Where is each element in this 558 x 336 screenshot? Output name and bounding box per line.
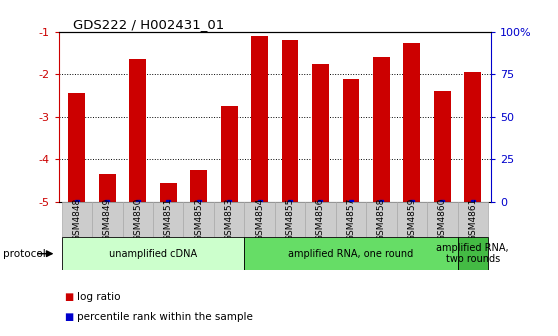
Bar [251,36,268,202]
Bar [184,202,214,237]
Bar [221,106,238,202]
Bar [336,202,366,237]
Text: log ratio: log ratio [77,292,121,302]
Bar [366,202,397,237]
Text: GDS222 / H002431_01: GDS222 / H002431_01 [73,18,224,32]
Text: GSM4857: GSM4857 [347,198,355,241]
Text: GSM4858: GSM4858 [377,198,386,241]
Bar [427,202,458,237]
Bar [244,237,458,270]
Text: amplified RNA, one round: amplified RNA, one round [288,249,413,259]
Text: GSM4849: GSM4849 [103,198,112,241]
Bar [397,202,427,237]
Text: protocol: protocol [3,249,46,259]
Bar [434,91,451,202]
Bar [403,43,420,202]
Text: GSM4861: GSM4861 [468,198,477,241]
Bar [458,237,488,270]
Bar [373,57,390,202]
Bar [458,202,488,237]
Text: GSM4848: GSM4848 [73,198,81,241]
Bar [92,202,123,237]
Bar [343,79,359,202]
Text: percentile rank within the sample: percentile rank within the sample [77,311,253,322]
Bar [464,72,481,202]
Bar [190,170,207,202]
Bar [61,237,244,270]
Text: GSM4850: GSM4850 [133,198,142,241]
Text: GSM4853: GSM4853 [225,198,234,241]
Bar [305,202,336,237]
Text: GSM4851: GSM4851 [163,198,173,241]
Bar [282,40,299,202]
Bar [129,59,146,202]
Text: amplified RNA,
two rounds: amplified RNA, two rounds [436,243,509,264]
Bar [160,182,176,202]
Bar [214,202,244,237]
Bar [244,202,275,237]
Text: ■: ■ [64,292,74,302]
Text: GSM4854: GSM4854 [255,198,264,241]
Text: GSM4855: GSM4855 [286,198,295,241]
Bar [312,64,329,202]
Bar [99,174,116,202]
Bar [153,202,184,237]
Text: GSM4852: GSM4852 [194,198,203,241]
Text: GSM4860: GSM4860 [438,198,447,241]
Bar [61,202,92,237]
Text: unamplified cDNA: unamplified cDNA [109,249,197,259]
Text: GSM4856: GSM4856 [316,198,325,241]
Text: ■: ■ [64,311,74,322]
Text: GSM4859: GSM4859 [407,198,416,241]
Bar [123,202,153,237]
Bar [275,202,305,237]
Bar [69,93,85,202]
